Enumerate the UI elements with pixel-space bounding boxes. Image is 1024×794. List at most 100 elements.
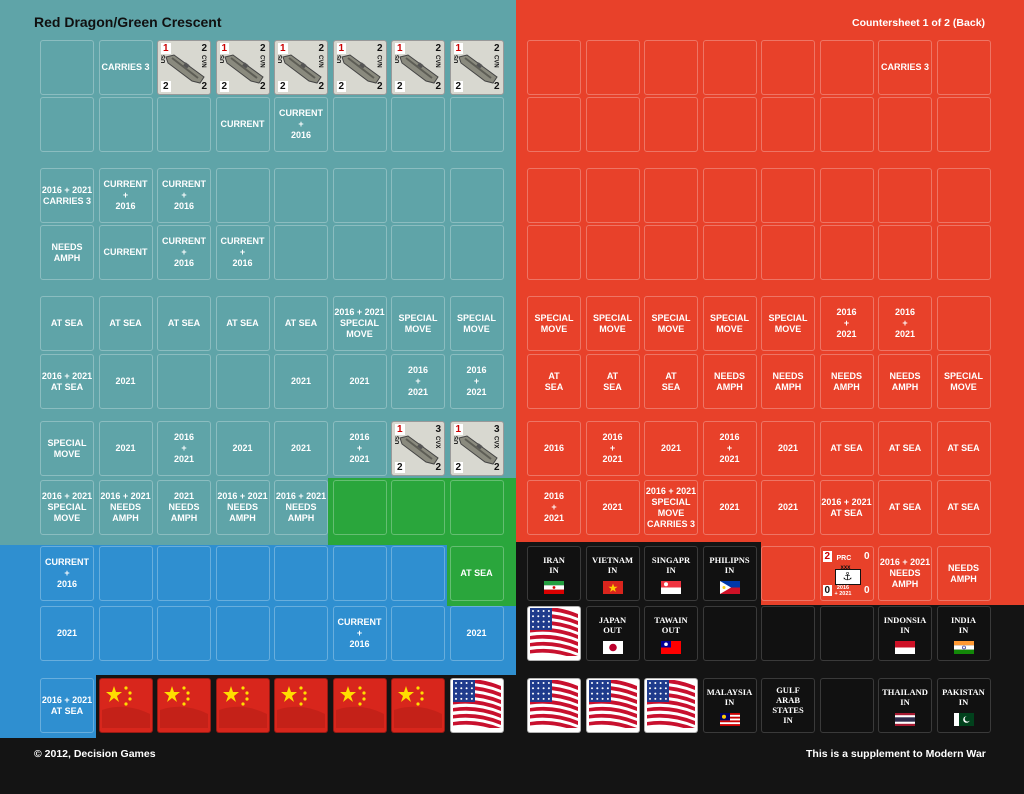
nation-counter[interactable]: SINGAPR IN — [644, 546, 698, 601]
teal-counter[interactable]: 2016 + 2021 — [391, 354, 445, 409]
blank-counter[interactable] — [702, 225, 757, 280]
red-counter[interactable]: 2021 — [761, 480, 815, 535]
teal-counter[interactable]: 2016 + 2021 SPECIAL MOVE — [40, 480, 94, 535]
blank-counter[interactable] — [449, 225, 504, 280]
red-counter[interactable]: 2016 + 2021 — [527, 480, 581, 535]
blank-counter[interactable] — [761, 97, 815, 152]
red-counter[interactable]: AT SEA — [644, 354, 698, 409]
blank-counter[interactable] — [215, 606, 270, 661]
red-counter[interactable]: NEEDS AMPH — [761, 354, 815, 409]
blank-counter[interactable] — [819, 40, 874, 95]
blank-counter[interactable] — [702, 606, 757, 661]
blank-counter[interactable] — [332, 225, 387, 280]
red-counter[interactable]: SPECIAL MOVE — [585, 296, 640, 351]
red-counter[interactable]: AT SEA — [878, 421, 932, 476]
blue-counter[interactable]: 2021 — [449, 606, 504, 661]
blank-counter[interactable] — [40, 40, 94, 95]
usa-flag-counter[interactable] — [527, 606, 581, 661]
blank-counter[interactable] — [391, 225, 445, 280]
blank-counter[interactable] — [936, 40, 991, 95]
teal-counter[interactable]: AT SEA — [40, 296, 94, 351]
nation-counter[interactable]: MALAYSIA IN — [702, 678, 757, 733]
blank-counter[interactable] — [702, 40, 757, 95]
blank-counter[interactable] — [449, 168, 504, 223]
blank-counter[interactable] — [391, 480, 445, 535]
teal-counter[interactable]: SPECIAL MOVE — [449, 296, 504, 351]
red-counter[interactable]: AT SEA — [585, 354, 640, 409]
blank-counter[interactable] — [274, 225, 328, 280]
carrier-counter[interactable]: 1 2 2 2 US CVN — [391, 40, 445, 95]
carrier-counter[interactable]: 1 2 2 2 US CVN — [274, 40, 328, 95]
blank-counter[interactable] — [644, 225, 698, 280]
red-counter[interactable]: 2021 — [644, 421, 698, 476]
red-counter[interactable]: 2021 — [585, 480, 640, 535]
red-counter[interactable]: 2021 — [702, 480, 757, 535]
china-flag-counter[interactable] — [215, 678, 270, 733]
blank-counter[interactable] — [819, 678, 874, 733]
nation-counter[interactable]: GULF ARAB STATES IN — [761, 678, 815, 733]
red-counter[interactable]: 2021 — [761, 421, 815, 476]
nation-counter[interactable]: INDIA IN — [936, 606, 991, 661]
blank-counter[interactable] — [98, 546, 153, 601]
blank-counter[interactable] — [761, 546, 815, 601]
green-counter[interactable]: AT SEA — [449, 546, 504, 601]
red-counter[interactable]: SPECIAL MOVE — [644, 296, 698, 351]
red-counter[interactable]: AT SEA — [936, 480, 991, 535]
teal-counter[interactable]: 2021 — [274, 354, 328, 409]
nation-counter[interactable]: VIETNAM IN — [585, 546, 640, 601]
teal-counter[interactable]: SPECIAL MOVE — [391, 296, 445, 351]
blank-counter[interactable] — [98, 97, 153, 152]
blank-counter[interactable] — [215, 168, 270, 223]
carrier-counter[interactable]: 1 2 2 2 US CVN — [157, 40, 211, 95]
blank-counter[interactable] — [391, 168, 445, 223]
red-counter[interactable]: AT SEA — [527, 354, 581, 409]
blank-counter[interactable] — [527, 225, 581, 280]
carrier-counter[interactable]: 1 3 2 2 US CVX — [391, 421, 445, 476]
nation-counter[interactable]: PHILIPNS IN — [702, 546, 757, 601]
teal-counter[interactable]: SPECIAL MOVE — [40, 421, 94, 476]
teal-counter[interactable]: AT SEA — [274, 296, 328, 351]
teal-counter[interactable]: NEEDS AMPH — [40, 225, 94, 280]
blank-counter[interactable] — [878, 168, 932, 223]
blank-counter[interactable] — [936, 97, 991, 152]
blue-counter[interactable]: CURRENT + 2016 — [40, 546, 94, 601]
blank-counter[interactable] — [449, 480, 504, 535]
teal-counter[interactable]: 2016 + 2021 — [157, 421, 211, 476]
teal-counter[interactable]: 2021 — [332, 354, 387, 409]
red-counter[interactable]: SPECIAL MOVE — [527, 296, 581, 351]
red-counter[interactable]: 2016 — [527, 421, 581, 476]
usa-flag-counter[interactable] — [644, 678, 698, 733]
teal-counter[interactable]: 2016 + 2021 NEEDS AMPH — [98, 480, 153, 535]
blue-counter[interactable]: CURRENT + 2016 — [332, 606, 387, 661]
red-counter[interactable]: SPECIAL MOVE — [936, 354, 991, 409]
blank-counter[interactable] — [391, 546, 445, 601]
blank-counter[interactable] — [819, 225, 874, 280]
blank-counter[interactable] — [585, 225, 640, 280]
blank-counter[interactable] — [274, 168, 328, 223]
blank-counter[interactable] — [527, 40, 581, 95]
blank-counter[interactable] — [819, 97, 874, 152]
carrier-counter[interactable]: 1 2 2 2 US CVN — [332, 40, 387, 95]
blank-counter[interactable] — [527, 168, 581, 223]
teal-counter[interactable]: 2021 NEEDS AMPH — [157, 480, 211, 535]
china-flag-counter[interactable] — [157, 678, 211, 733]
blue-counter[interactable]: 2021 — [40, 606, 94, 661]
red-counter[interactable]: 2016 + 2021 NEEDS AMPH — [878, 546, 932, 601]
blank-counter[interactable] — [157, 97, 211, 152]
china-flag-counter[interactable] — [332, 678, 387, 733]
red-counter[interactable]: NEEDS AMPH — [878, 354, 932, 409]
teal-counter[interactable]: 2021 — [274, 421, 328, 476]
china-flag-counter[interactable] — [274, 678, 328, 733]
red-counter[interactable]: AT SEA — [936, 421, 991, 476]
teal-counter[interactable]: CURRENT — [215, 97, 270, 152]
nation-counter[interactable]: PAKISTAN IN — [936, 678, 991, 733]
teal-counter[interactable]: CURRENT — [98, 225, 153, 280]
nation-counter[interactable]: JAPAN OUT — [585, 606, 640, 661]
nation-counter[interactable]: TAWAIN OUT — [644, 606, 698, 661]
blank-counter[interactable] — [644, 40, 698, 95]
teal-counter[interactable]: 2021 — [98, 421, 153, 476]
blank-counter[interactable] — [585, 40, 640, 95]
carrier-counter[interactable]: 1 2 2 2 US CVN — [449, 40, 504, 95]
blank-counter[interactable] — [644, 168, 698, 223]
red-counter[interactable]: NEEDS AMPH — [936, 546, 991, 601]
